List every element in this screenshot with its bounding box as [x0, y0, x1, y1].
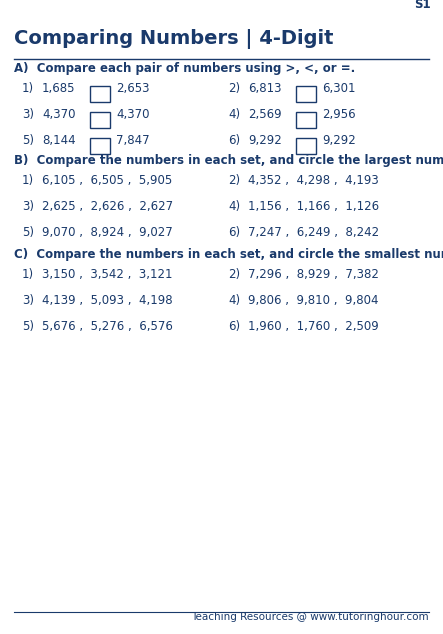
FancyBboxPatch shape [90, 112, 110, 127]
FancyBboxPatch shape [90, 138, 110, 153]
Text: 4): 4) [228, 294, 240, 307]
Text: 3,150 ,  3,542 ,  3,121: 3,150 , 3,542 , 3,121 [42, 268, 172, 281]
Text: 6,105 ,  6,505 ,  5,905: 6,105 , 6,505 , 5,905 [42, 174, 172, 187]
FancyBboxPatch shape [90, 86, 110, 101]
Text: A)  Compare each pair of numbers using >, <, or =.: A) Compare each pair of numbers using >,… [14, 62, 355, 75]
Text: 7,247 ,  6,249 ,  8,242: 7,247 , 6,249 , 8,242 [248, 226, 379, 239]
Text: 1): 1) [22, 268, 34, 281]
Text: 5,676 ,  5,276 ,  6,576: 5,676 , 5,276 , 6,576 [42, 320, 173, 333]
Text: 3): 3) [22, 294, 34, 307]
Text: 7,847: 7,847 [116, 134, 150, 147]
Text: 6,301: 6,301 [322, 82, 355, 95]
Text: 1,685: 1,685 [42, 82, 75, 95]
Text: 4,370: 4,370 [42, 108, 75, 121]
Text: Teaching Resources @ www.tutoringhour.com: Teaching Resources @ www.tutoringhour.co… [191, 612, 429, 622]
Text: 5): 5) [22, 226, 34, 239]
Text: 9,806 ,  9,810 ,  9,804: 9,806 , 9,810 , 9,804 [248, 294, 378, 307]
Text: 9,070 ,  8,924 ,  9,027: 9,070 , 8,924 , 9,027 [42, 226, 173, 239]
Text: 6): 6) [228, 134, 240, 147]
Text: 6): 6) [228, 320, 240, 333]
Text: 9,292: 9,292 [322, 134, 356, 147]
Text: 2): 2) [228, 174, 240, 187]
Text: 6,813: 6,813 [248, 82, 281, 95]
Text: 1): 1) [22, 82, 34, 95]
FancyBboxPatch shape [296, 86, 316, 101]
Text: 5): 5) [22, 320, 34, 333]
Text: 2): 2) [228, 268, 240, 281]
Text: 2,569: 2,569 [248, 108, 282, 121]
Text: 2,625 ,  2,626 ,  2,627: 2,625 , 2,626 , 2,627 [42, 200, 173, 213]
Text: 2): 2) [228, 82, 240, 95]
Text: 3): 3) [22, 200, 34, 213]
Text: 1,960 ,  1,760 ,  2,509: 1,960 , 1,760 , 2,509 [248, 320, 379, 333]
Text: Comparing Numbers | 4-Digit: Comparing Numbers | 4-Digit [14, 29, 334, 49]
Text: 2,653: 2,653 [116, 82, 149, 95]
FancyBboxPatch shape [296, 112, 316, 127]
Text: B)  Compare the numbers in each set, and circle the largest number.: B) Compare the numbers in each set, and … [14, 154, 443, 167]
Text: 9,292: 9,292 [248, 134, 282, 147]
Text: S1: S1 [414, 0, 431, 11]
Text: 6): 6) [228, 226, 240, 239]
Text: 7,296 ,  8,929 ,  7,382: 7,296 , 8,929 , 7,382 [248, 268, 379, 281]
Text: 3): 3) [22, 108, 34, 121]
FancyBboxPatch shape [296, 138, 316, 153]
Text: 4,352 ,  4,298 ,  4,193: 4,352 , 4,298 , 4,193 [248, 174, 379, 187]
Text: 1): 1) [22, 174, 34, 187]
Text: 1,156 ,  1,166 ,  1,126: 1,156 , 1,166 , 1,126 [248, 200, 379, 213]
Text: 8,144: 8,144 [42, 134, 76, 147]
Text: 4,370: 4,370 [116, 108, 149, 121]
Text: 5): 5) [22, 134, 34, 147]
Text: 4,139 ,  5,093 ,  4,198: 4,139 , 5,093 , 4,198 [42, 294, 173, 307]
Text: C)  Compare the numbers in each set, and circle the smallest number.: C) Compare the numbers in each set, and … [14, 248, 443, 261]
Text: 4): 4) [228, 200, 240, 213]
Text: 2,956: 2,956 [322, 108, 356, 121]
Text: 4): 4) [228, 108, 240, 121]
